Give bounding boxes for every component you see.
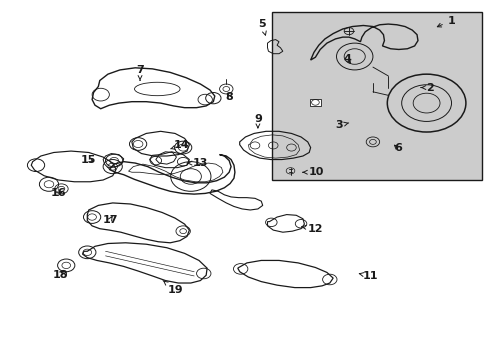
Text: 9: 9: [253, 114, 261, 128]
Text: 7: 7: [136, 65, 143, 81]
Text: 13: 13: [187, 158, 208, 168]
Text: 19: 19: [163, 280, 183, 295]
Bar: [272, 13, 481, 180]
Text: 2: 2: [420, 82, 433, 93]
Text: 5: 5: [258, 19, 265, 35]
Text: 1: 1: [436, 15, 454, 27]
Text: 4: 4: [343, 54, 351, 64]
Bar: [309, 99, 321, 106]
Text: 15: 15: [81, 154, 96, 165]
Text: 18: 18: [52, 270, 68, 280]
Text: 12: 12: [301, 224, 323, 234]
Text: 10: 10: [303, 167, 324, 177]
Text: 8: 8: [225, 92, 233, 102]
Text: 17: 17: [102, 215, 118, 225]
Text: 14: 14: [170, 140, 189, 150]
Text: 16: 16: [51, 188, 66, 198]
Text: 6: 6: [393, 143, 401, 153]
Text: 11: 11: [359, 271, 377, 281]
Text: 3: 3: [335, 120, 348, 130]
